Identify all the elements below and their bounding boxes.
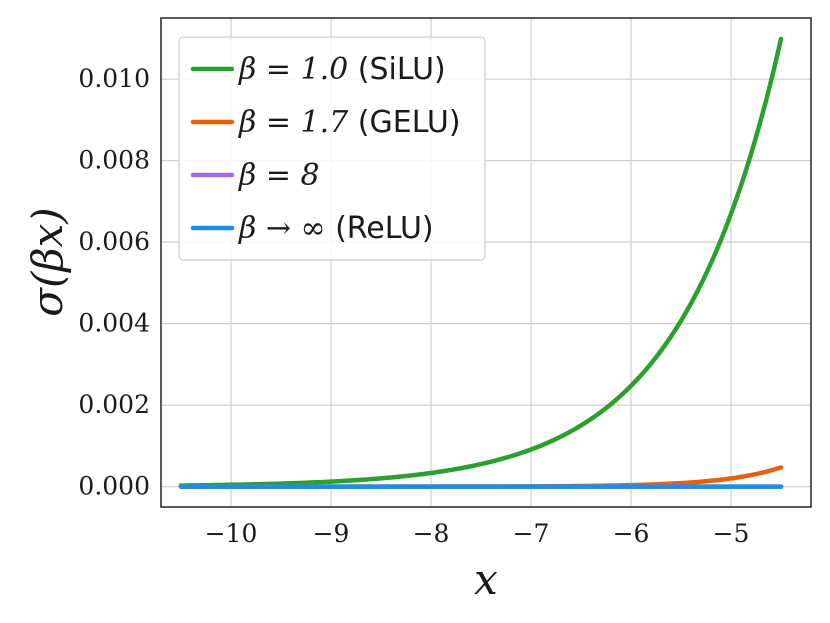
legend-entry-1: β = 1.7 (GELU)	[238, 105, 461, 140]
series-layer	[178, 36, 784, 489]
legend-entry-3: β → ∞ (ReLU)	[238, 211, 434, 246]
x-tick-label: −7	[513, 519, 550, 548]
x-axis-label: x	[474, 555, 498, 604]
y-axis-label: σ(βx)	[23, 207, 72, 316]
y-axis-ticks: 0.000 0.002 0.004 0.006 0.008 0.010	[78, 64, 150, 501]
legend-box	[178, 36, 486, 261]
x-tick-label: −10	[205, 519, 258, 548]
plot-area	[178, 36, 784, 489]
x-tick-label: −9	[313, 519, 350, 548]
x-tick-label: −5	[713, 519, 750, 548]
x-tick-label: −8	[413, 519, 450, 548]
y-tick-label: 0.010	[78, 64, 150, 93]
y-tick-label: 0.002	[78, 390, 150, 419]
y-tick-label: 0.006	[78, 227, 150, 256]
legend-entry-0: β = 1.0 (SiLU)	[238, 52, 446, 87]
y-tick-label: 0.008	[78, 146, 150, 175]
x-axis-ticks: −10 −9 −8 −7 −6 −5	[205, 519, 750, 548]
legend: β = 1.0 (SiLU) β = 1.7 (GELU) β = 8 β → ∞ (…	[178, 36, 486, 261]
series-line-0	[178, 36, 784, 488]
x-tick-label: −6	[613, 519, 650, 548]
y-tick-label: 0.004	[78, 309, 150, 338]
plot-frame	[160, 17, 812, 508]
legend-entry-2: β = 8	[238, 158, 320, 193]
y-tick-label: 0.000	[78, 472, 150, 501]
